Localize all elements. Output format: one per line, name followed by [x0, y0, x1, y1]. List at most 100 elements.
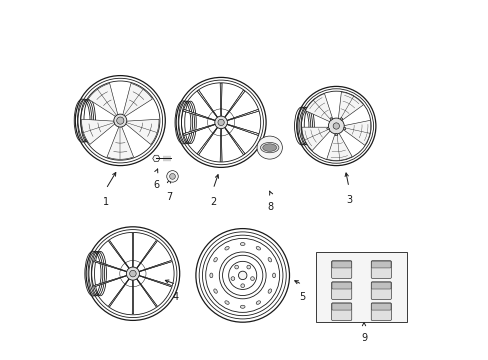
- Polygon shape: [88, 84, 118, 117]
- Polygon shape: [94, 275, 129, 287]
- Circle shape: [326, 128, 328, 130]
- Polygon shape: [224, 109, 258, 122]
- Ellipse shape: [262, 144, 276, 151]
- Circle shape: [340, 118, 342, 120]
- Polygon shape: [94, 261, 129, 273]
- Circle shape: [114, 114, 126, 127]
- Polygon shape: [337, 92, 363, 122]
- FancyBboxPatch shape: [331, 303, 351, 320]
- Text: 1: 1: [102, 197, 109, 207]
- Circle shape: [332, 123, 339, 129]
- Circle shape: [117, 117, 123, 124]
- Circle shape: [335, 134, 337, 136]
- Circle shape: [214, 116, 227, 129]
- Circle shape: [335, 134, 337, 136]
- Ellipse shape: [213, 289, 217, 293]
- Polygon shape: [135, 240, 157, 271]
- Ellipse shape: [267, 257, 271, 262]
- Circle shape: [335, 134, 337, 136]
- Polygon shape: [135, 276, 157, 307]
- FancyBboxPatch shape: [331, 261, 351, 268]
- Polygon shape: [197, 90, 219, 120]
- Polygon shape: [132, 233, 133, 270]
- Circle shape: [246, 265, 250, 269]
- FancyBboxPatch shape: [370, 282, 390, 300]
- Circle shape: [129, 270, 136, 277]
- Polygon shape: [107, 126, 133, 159]
- Ellipse shape: [267, 289, 271, 293]
- Polygon shape: [108, 276, 130, 307]
- Polygon shape: [197, 125, 219, 154]
- Text: 4: 4: [173, 292, 179, 302]
- Ellipse shape: [209, 273, 212, 278]
- Circle shape: [328, 118, 344, 134]
- Polygon shape: [220, 83, 222, 119]
- Circle shape: [250, 277, 254, 280]
- Polygon shape: [183, 109, 218, 122]
- FancyBboxPatch shape: [331, 282, 351, 300]
- Polygon shape: [223, 90, 244, 120]
- Polygon shape: [108, 240, 130, 271]
- Circle shape: [326, 128, 328, 130]
- Circle shape: [238, 271, 246, 280]
- Circle shape: [340, 118, 342, 120]
- Text: 2: 2: [210, 197, 216, 207]
- Circle shape: [329, 118, 331, 120]
- Circle shape: [230, 277, 234, 280]
- Circle shape: [329, 118, 331, 120]
- Polygon shape: [305, 94, 333, 123]
- Ellipse shape: [260, 143, 278, 153]
- Circle shape: [329, 118, 331, 120]
- Circle shape: [343, 128, 345, 130]
- Ellipse shape: [256, 247, 260, 250]
- FancyBboxPatch shape: [331, 282, 351, 289]
- Circle shape: [343, 128, 345, 130]
- Circle shape: [326, 128, 328, 130]
- Circle shape: [329, 118, 331, 120]
- Ellipse shape: [213, 257, 217, 262]
- Polygon shape: [81, 119, 115, 144]
- FancyBboxPatch shape: [371, 303, 390, 310]
- Circle shape: [126, 267, 139, 280]
- Circle shape: [335, 134, 337, 136]
- Ellipse shape: [257, 136, 282, 159]
- Circle shape: [240, 284, 244, 288]
- Polygon shape: [136, 261, 171, 273]
- Polygon shape: [223, 125, 244, 154]
- Polygon shape: [122, 84, 152, 117]
- Text: 3: 3: [345, 195, 351, 205]
- Polygon shape: [125, 119, 159, 144]
- FancyBboxPatch shape: [331, 261, 351, 278]
- FancyBboxPatch shape: [371, 261, 390, 268]
- Polygon shape: [224, 123, 258, 135]
- FancyBboxPatch shape: [331, 303, 351, 310]
- Ellipse shape: [256, 301, 260, 304]
- Polygon shape: [132, 278, 133, 314]
- FancyBboxPatch shape: [371, 282, 390, 289]
- Circle shape: [335, 134, 337, 136]
- Ellipse shape: [240, 305, 244, 308]
- Polygon shape: [341, 120, 370, 145]
- FancyBboxPatch shape: [370, 303, 390, 320]
- Text: 8: 8: [267, 202, 273, 212]
- Circle shape: [326, 128, 328, 130]
- Circle shape: [343, 128, 345, 130]
- Circle shape: [166, 171, 178, 182]
- Text: 9: 9: [360, 333, 366, 343]
- Circle shape: [340, 118, 342, 120]
- Circle shape: [169, 174, 175, 179]
- Circle shape: [343, 128, 345, 130]
- FancyBboxPatch shape: [370, 261, 390, 278]
- Text: 6: 6: [153, 180, 159, 190]
- Polygon shape: [326, 131, 351, 161]
- Polygon shape: [301, 127, 331, 150]
- Circle shape: [326, 128, 328, 130]
- Ellipse shape: [224, 247, 229, 250]
- Polygon shape: [183, 123, 218, 135]
- FancyBboxPatch shape: [316, 252, 406, 322]
- Text: 7: 7: [165, 192, 172, 202]
- Circle shape: [340, 118, 342, 120]
- Circle shape: [343, 128, 345, 130]
- Ellipse shape: [272, 273, 275, 278]
- Circle shape: [340, 118, 342, 120]
